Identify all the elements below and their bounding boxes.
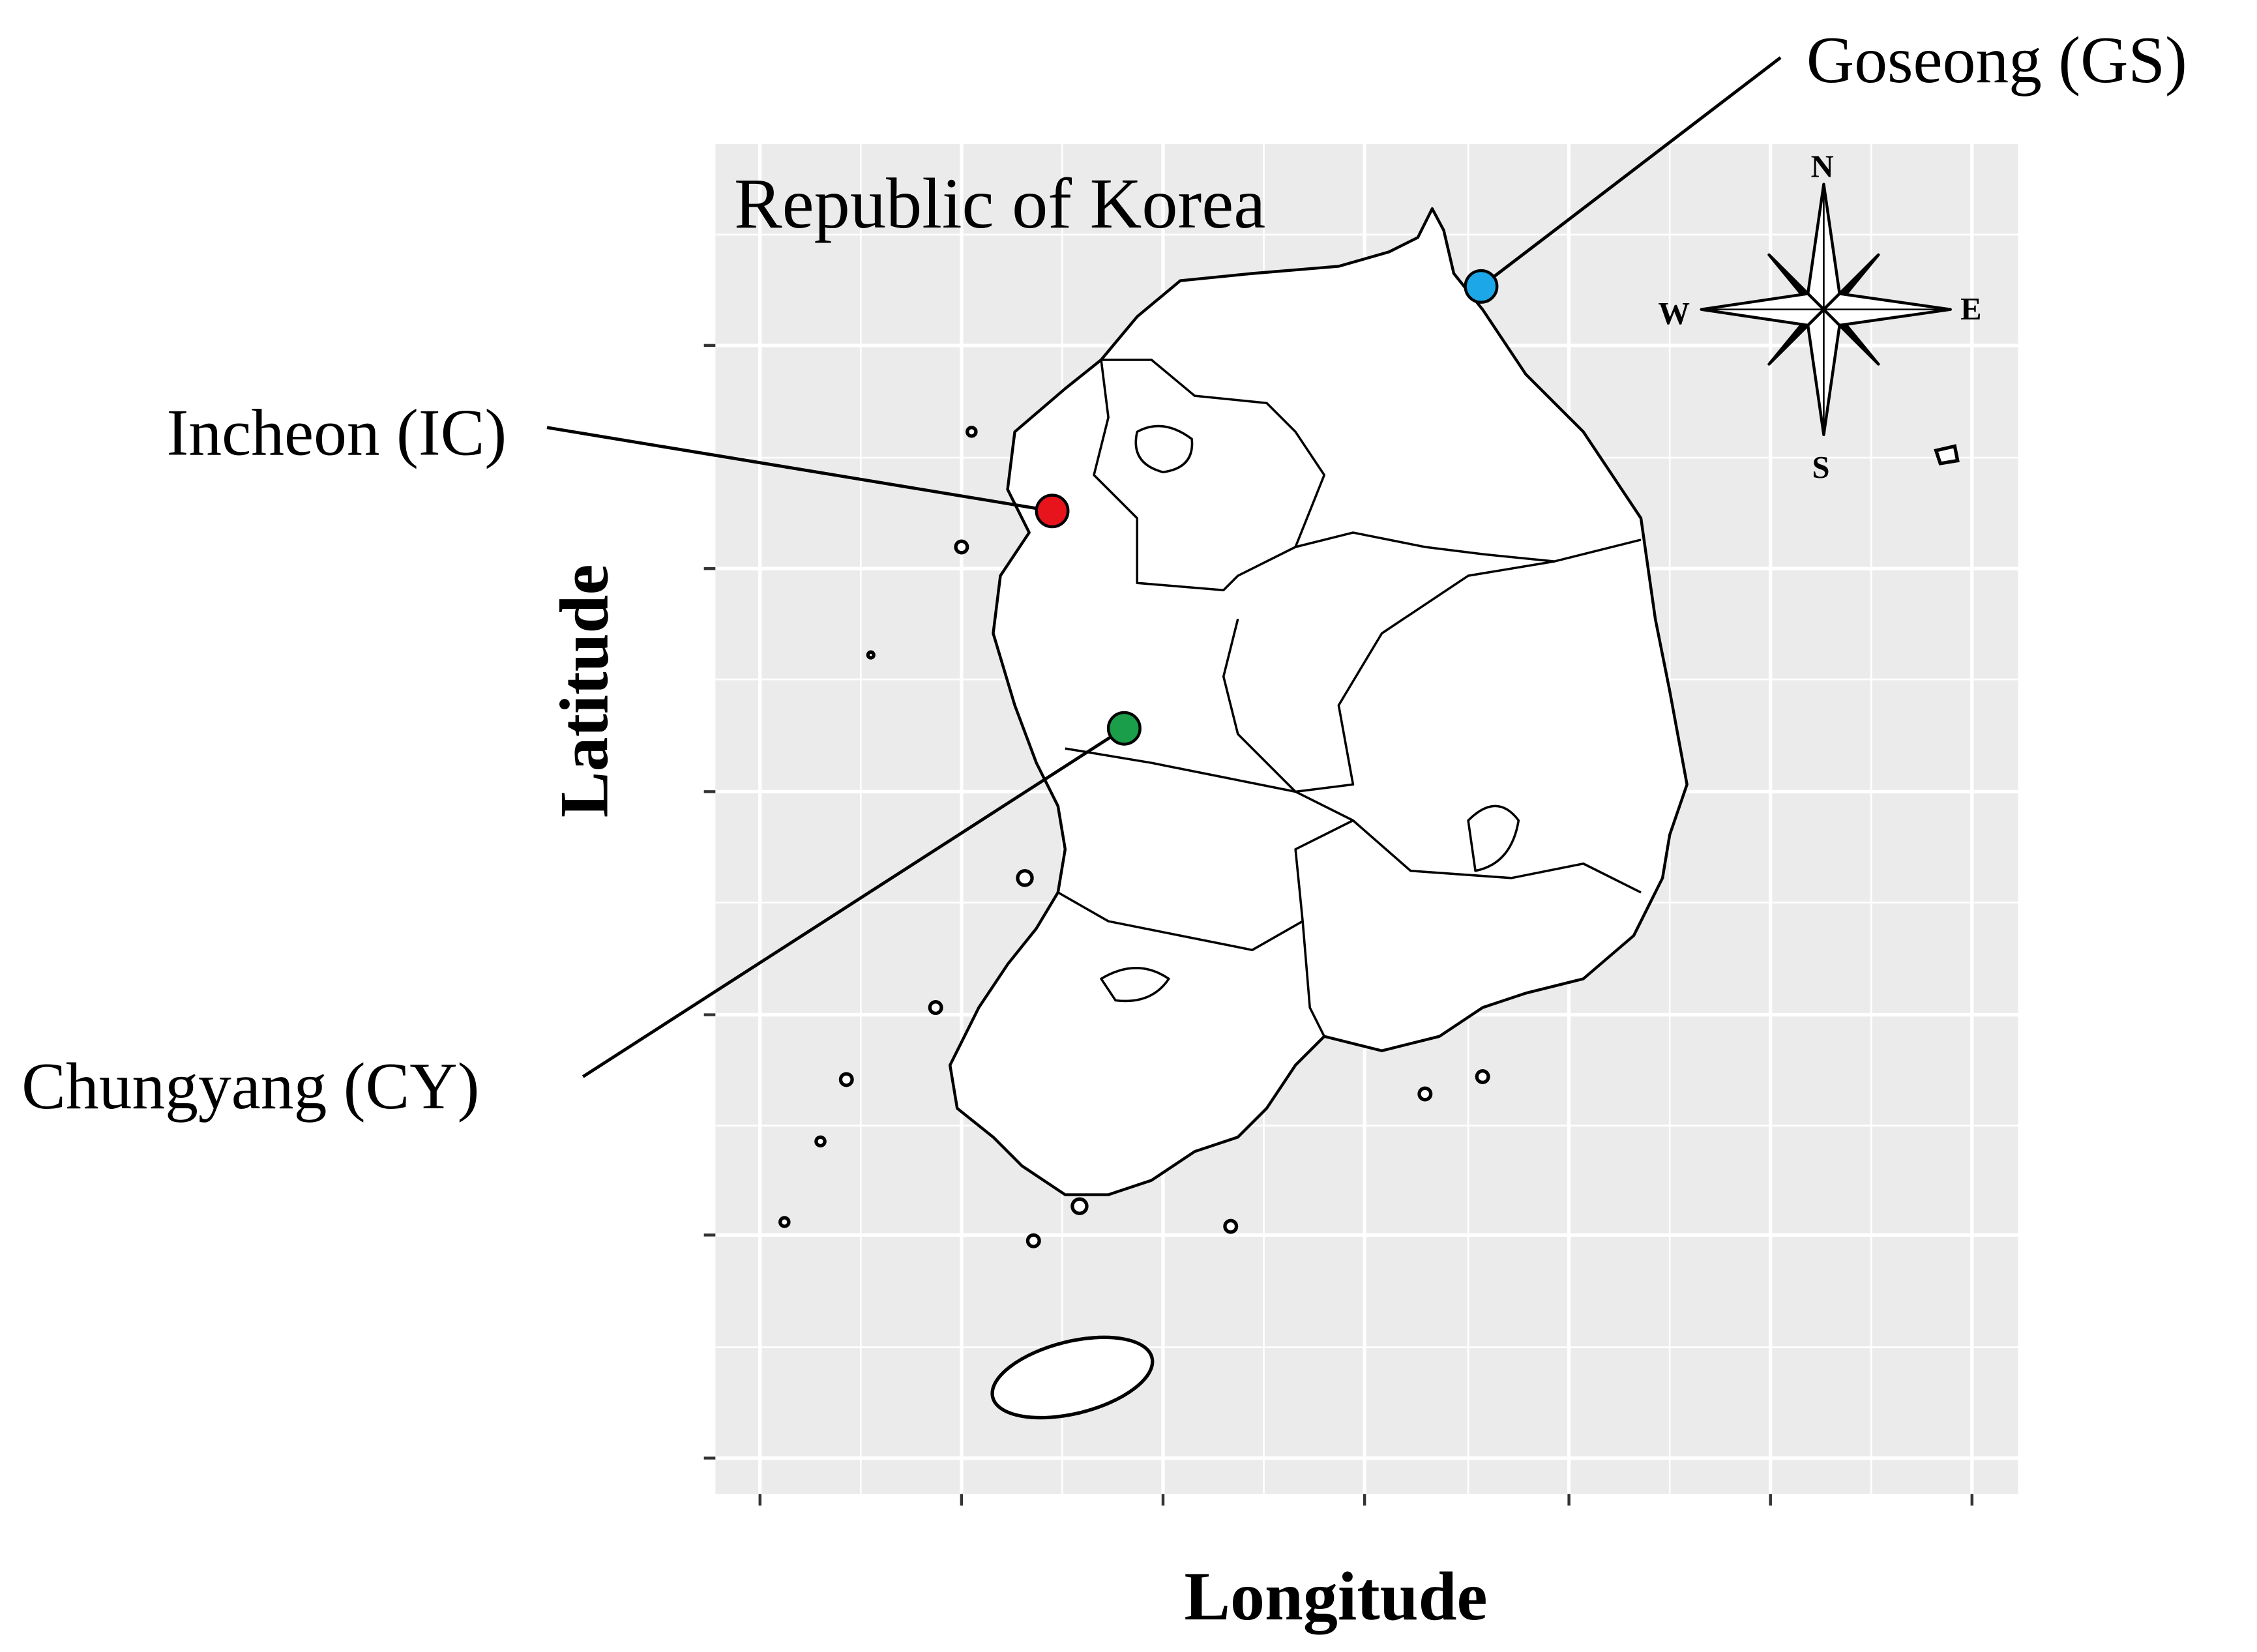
leader-line bbox=[546, 426, 1053, 513]
site-marker bbox=[1035, 494, 1070, 529]
y-axis-label: Latitude bbox=[546, 564, 623, 818]
compass-rose bbox=[1700, 183, 1952, 436]
mainland bbox=[949, 207, 1689, 1196]
site-marker bbox=[1106, 711, 1142, 746]
compass-west: W bbox=[1659, 296, 1690, 331]
leader-line bbox=[1480, 56, 1782, 288]
map-title: Republic of Korea bbox=[734, 164, 1265, 243]
x-axis-label: Longitude bbox=[1184, 1558, 1487, 1634]
site-label: Incheon (IC) bbox=[167, 396, 507, 469]
site-label: Goseong (GS) bbox=[1807, 23, 2187, 96]
province-borders bbox=[1057, 359, 1642, 1037]
islands bbox=[778, 426, 1960, 1420]
compass-south: S bbox=[1812, 450, 1829, 485]
compass-east: E bbox=[1960, 291, 1981, 327]
leader-line bbox=[582, 727, 1125, 1078]
site-marker bbox=[1464, 269, 1499, 304]
site-label: Chungyang (CY) bbox=[22, 1049, 479, 1123]
compass-north: N bbox=[1811, 149, 1834, 184]
